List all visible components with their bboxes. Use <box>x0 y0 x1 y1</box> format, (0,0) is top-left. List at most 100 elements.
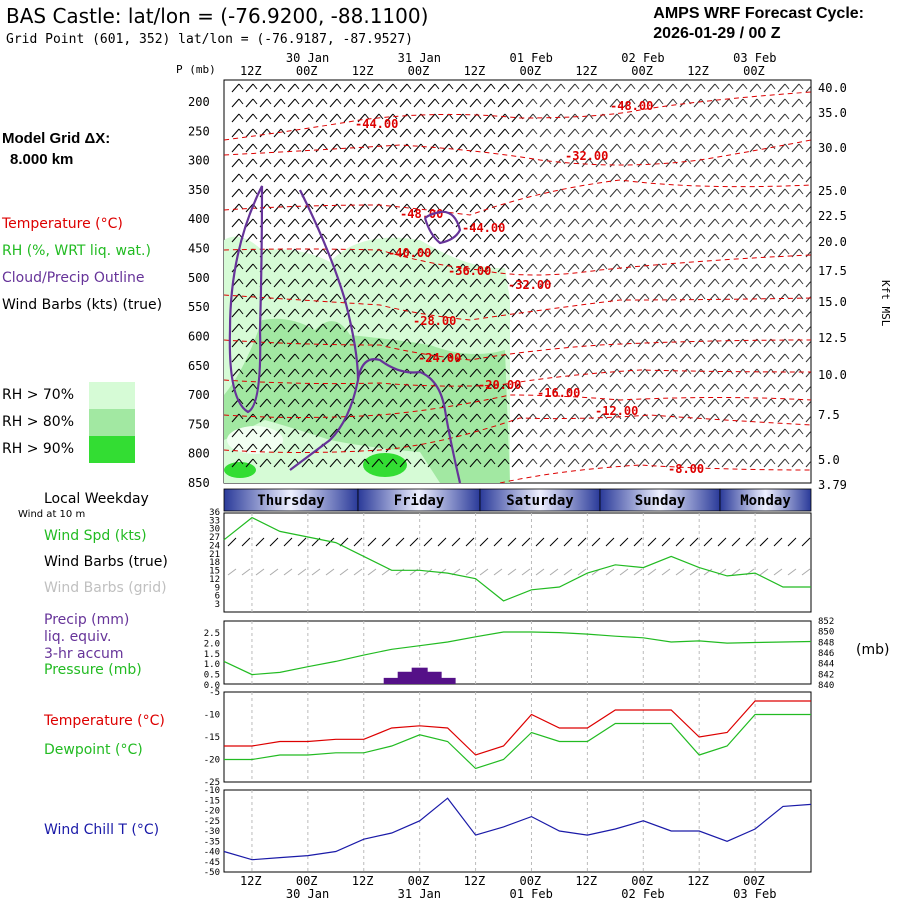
wind-barb <box>665 323 674 333</box>
wind-barb-flag <box>336 413 342 420</box>
wind-barb <box>595 308 604 318</box>
wind-barb-flag <box>280 398 286 405</box>
wind-barb-flag <box>462 338 468 345</box>
wind-barb <box>637 233 646 243</box>
weekday-label: Sunday <box>635 493 686 509</box>
wind-barb <box>651 113 660 123</box>
wind-barb <box>357 383 366 393</box>
wind-barb <box>441 383 450 393</box>
wind-barb-flag <box>490 233 496 240</box>
wind-barb-flag <box>336 383 342 390</box>
wind-barb <box>511 98 520 108</box>
wind-barb-flag <box>658 83 664 90</box>
wind-barb <box>427 173 436 183</box>
wind-barb-flag <box>532 218 538 225</box>
wind-barb <box>315 458 324 468</box>
wind-barb-flag <box>770 278 776 285</box>
wind-barb <box>553 353 562 363</box>
wind-barb <box>231 113 240 123</box>
wind-barb-flag <box>798 248 804 255</box>
wind-barb-flag <box>756 323 762 330</box>
top-date-label: 03 Feb <box>733 51 776 65</box>
wind-barb <box>553 128 562 138</box>
wind-barb-flag <box>392 98 398 105</box>
wind-barb <box>497 323 506 333</box>
pressure-tick-label: 500 <box>188 271 210 285</box>
legend-rh80: RH > 80% <box>2 414 75 430</box>
surface-barb-true <box>493 537 503 547</box>
wind-barb <box>511 443 520 453</box>
wind-barb-flag <box>504 413 510 420</box>
wind-barb-flag <box>784 278 790 285</box>
wind-barb-flag <box>798 83 804 90</box>
wind-barb <box>329 293 338 303</box>
wind-barb <box>553 158 562 168</box>
wind-barb <box>777 398 786 408</box>
wind-barb-flag <box>742 218 748 225</box>
wind-barb <box>231 188 240 198</box>
wind-barb-flag <box>266 248 272 255</box>
wind-barb <box>455 323 464 333</box>
wind-barb <box>595 263 604 273</box>
wind-barb <box>791 128 800 138</box>
wind-barb-flag <box>504 368 510 375</box>
wind-barb-flag <box>518 338 524 345</box>
wind-barb <box>637 143 646 153</box>
wind-barb <box>231 308 240 318</box>
surface-barb-true <box>269 537 279 547</box>
wind-barb <box>413 158 422 168</box>
wind-barb <box>595 173 604 183</box>
wind-barb <box>497 128 506 138</box>
wind-barb-flag <box>532 398 538 405</box>
wind-barb <box>623 98 632 108</box>
wind-barb-flag <box>644 203 650 210</box>
wind-barb-flag <box>322 428 328 435</box>
wind-barb-flag <box>434 338 440 345</box>
wind-barb <box>693 203 702 213</box>
wind-barb-flag <box>238 278 244 285</box>
wind-barb-flag <box>518 263 524 270</box>
wind-barb-flag <box>574 188 580 195</box>
wind-barb-flag <box>280 143 286 150</box>
wind-barb-flag <box>813 159 817 164</box>
wind-barb <box>665 143 674 153</box>
windchill-tick: -20 <box>204 807 220 817</box>
wind-barb-flag <box>364 173 370 180</box>
wind-barb <box>553 98 562 108</box>
wind-barb-flag <box>336 83 342 90</box>
wind-barb-flag <box>420 263 426 270</box>
wind-barb <box>651 83 660 93</box>
wind-barb-flag <box>308 413 314 420</box>
wind-barb-flag <box>602 293 608 300</box>
wind-barb-flag <box>798 383 804 390</box>
wind-barb <box>287 143 296 153</box>
label-pressure: Pressure (mb) <box>44 662 142 678</box>
wind-barb-flag <box>798 278 804 285</box>
wind-barb <box>707 458 716 468</box>
wind-barb <box>497 113 506 123</box>
wind-barb <box>637 293 646 303</box>
wind-barb <box>259 158 268 168</box>
wind-barb-flag <box>462 413 468 420</box>
wind-barb <box>483 83 492 93</box>
surface-barb-true <box>633 537 643 547</box>
wind-barb <box>553 248 562 258</box>
wind-barb <box>399 383 408 393</box>
wind-barb-flag <box>700 128 706 135</box>
wind-barb <box>791 398 800 408</box>
wind-barb <box>441 188 450 198</box>
wind-barb <box>707 443 716 453</box>
wind-barb <box>315 173 324 183</box>
wind-barb-flag <box>798 218 804 225</box>
wind-barb-flag <box>644 263 650 270</box>
surface-barb-true <box>479 537 489 547</box>
wind-barb <box>385 368 394 378</box>
surface-barb-true <box>801 537 811 547</box>
wind-barb-flag <box>336 203 342 210</box>
wind-barb <box>525 428 534 438</box>
wind-barb-flag <box>602 128 608 135</box>
wind-barb-flag <box>798 293 804 300</box>
wind-barb <box>693 398 702 408</box>
wind-barb-flag <box>798 143 804 150</box>
wind-barb <box>287 173 296 183</box>
